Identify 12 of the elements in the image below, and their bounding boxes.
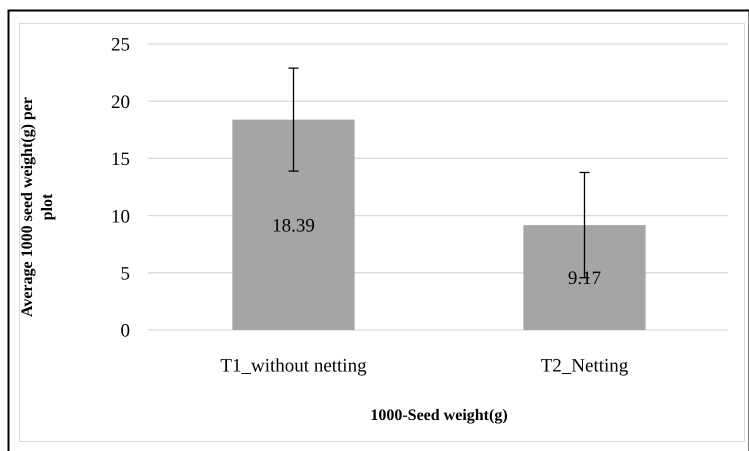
data-label: 9.17 [568, 268, 602, 290]
y-tick-label: 20 [111, 92, 130, 113]
y-tick-label: 0 [120, 320, 130, 342]
x-axis-title: 1000-Seed weight(g) [370, 407, 508, 424]
y-tick-label: 5 [120, 263, 130, 284]
y-axis-title: Average 1000 seed weight(g) per plot [19, 96, 56, 318]
data-label: 18.39 [272, 215, 315, 236]
y-tick-label: 15 [111, 149, 130, 170]
y-tick-label: 10 [111, 206, 130, 228]
x-tick-label: T1_without netting [220, 356, 368, 377]
x-tick-label: T2_Netting [540, 356, 629, 377]
y-tick-label: 25 [111, 34, 130, 56]
